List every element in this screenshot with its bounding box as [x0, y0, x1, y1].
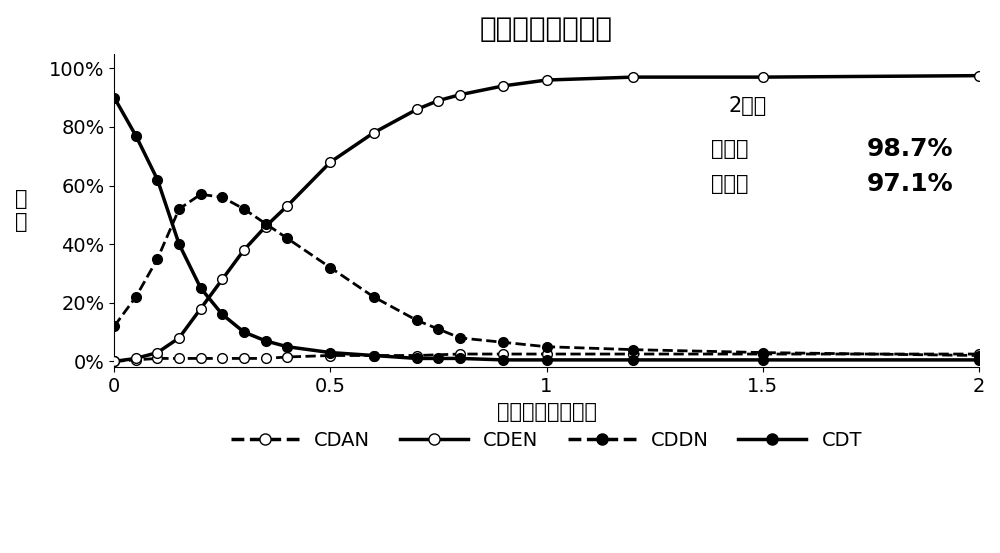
Title: 催化剂再利用反应: 催化剂再利用反应 — [480, 15, 613, 43]
Text: 2小时: 2小时 — [728, 96, 766, 117]
Text: 98.7%: 98.7% — [866, 137, 953, 161]
X-axis label: 反应时间（小时）: 反应时间（小时） — [497, 401, 597, 421]
Text: 选择性: 选择性 — [711, 174, 748, 194]
Text: 97.1%: 97.1% — [866, 172, 953, 196]
Legend: CDAN, CDEN, CDDN, CDT: CDAN, CDEN, CDDN, CDT — [223, 423, 870, 458]
Text: 转化率: 转化率 — [711, 139, 748, 159]
Y-axis label: 组
分: 组 分 — [15, 189, 27, 232]
